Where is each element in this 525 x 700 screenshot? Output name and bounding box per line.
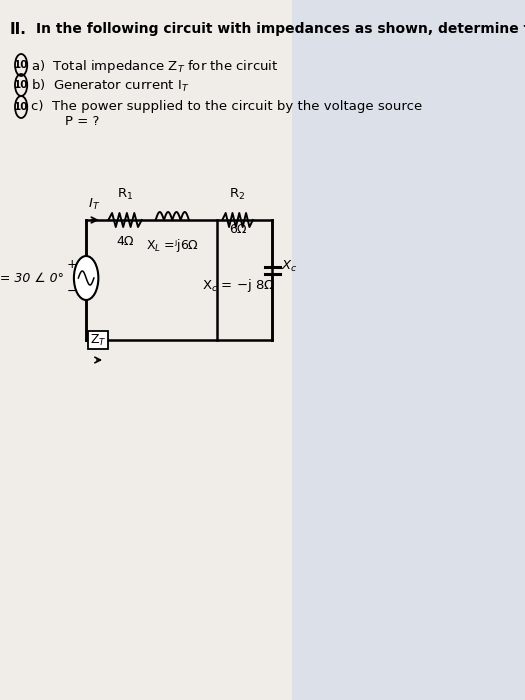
FancyBboxPatch shape	[0, 0, 292, 700]
Text: 10: 10	[14, 102, 28, 112]
Text: I$_T$: I$_T$	[88, 197, 100, 212]
Text: Z$_T$: Z$_T$	[90, 332, 107, 348]
Text: +: +	[67, 258, 78, 272]
Text: c)  The power supplied to the circuit by the voltage source
        P = ?: c) The power supplied to the circuit by …	[30, 100, 422, 128]
Text: 4Ω: 4Ω	[116, 235, 134, 248]
Text: −: −	[67, 284, 78, 298]
Text: X$_c$: X$_c$	[281, 259, 298, 274]
Text: R$_2$: R$_2$	[229, 187, 246, 202]
Text: R$_1$: R$_1$	[117, 187, 133, 202]
Text: b)  Generator current I$_T$: b) Generator current I$_T$	[30, 78, 189, 94]
Text: 10: 10	[14, 80, 28, 90]
Text: 6Ω: 6Ω	[229, 223, 246, 236]
FancyBboxPatch shape	[88, 331, 108, 349]
Text: X$_c$ = −j 8Ω: X$_c$ = −j 8Ω	[202, 276, 276, 293]
Text: 10: 10	[14, 60, 28, 70]
Text: X$_L$ =ʲj6Ω: X$_L$ =ʲj6Ω	[146, 237, 199, 254]
Text: a)  Total impedance Z$_T$ for the circuit: a) Total impedance Z$_T$ for the circuit	[30, 58, 278, 75]
Text: E = 30 ∠ 0°: E = 30 ∠ 0°	[0, 272, 64, 284]
Circle shape	[74, 256, 98, 300]
Text: II.: II.	[10, 22, 27, 37]
Text: In the following circuit with impedances as shown, determine the values of: In the following circuit with impedances…	[36, 22, 525, 36]
